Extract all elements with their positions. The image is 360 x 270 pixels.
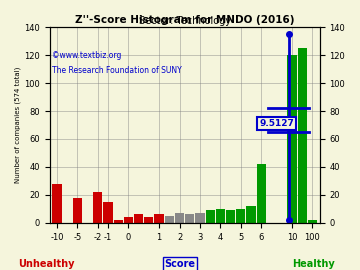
Bar [52,184,62,223]
Bar [216,209,225,223]
Text: Healthy: Healthy [292,259,334,269]
Bar [247,206,256,223]
Bar [144,217,153,223]
Text: The Research Foundation of SUNY: The Research Foundation of SUNY [53,66,182,75]
Bar [154,214,164,223]
Title: Z''-Score Histogram for MNDO (2016): Z''-Score Histogram for MNDO (2016) [75,15,294,25]
Text: Sector: Technology: Sector: Technology [139,16,231,26]
Bar [114,220,123,223]
Text: 9.5127: 9.5127 [259,119,294,128]
Bar [165,216,174,223]
Bar [93,192,102,223]
Bar [124,217,133,223]
Text: ©www.textbiz.org: ©www.textbiz.org [53,51,122,60]
Bar [298,48,307,223]
Bar [236,209,246,223]
Bar [185,214,194,223]
Bar [103,202,113,223]
Text: Unhealthy: Unhealthy [19,259,75,269]
Text: Score: Score [165,259,195,269]
Y-axis label: Number of companies (574 total): Number of companies (574 total) [15,67,22,183]
Bar [257,164,266,223]
Bar [195,213,204,223]
Bar [308,220,317,223]
Bar [175,213,184,223]
Bar [134,214,143,223]
Bar [206,210,215,223]
Bar [287,55,297,223]
Bar [73,198,82,223]
Bar [226,210,235,223]
